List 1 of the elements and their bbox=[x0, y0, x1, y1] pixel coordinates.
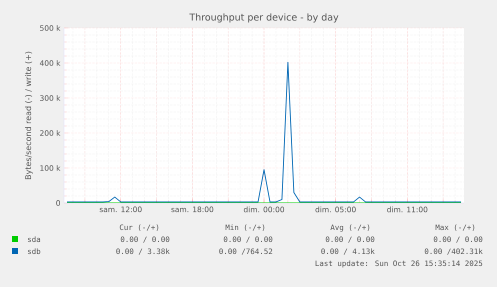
chart-title: Throughput per device - by day bbox=[189, 13, 338, 23]
